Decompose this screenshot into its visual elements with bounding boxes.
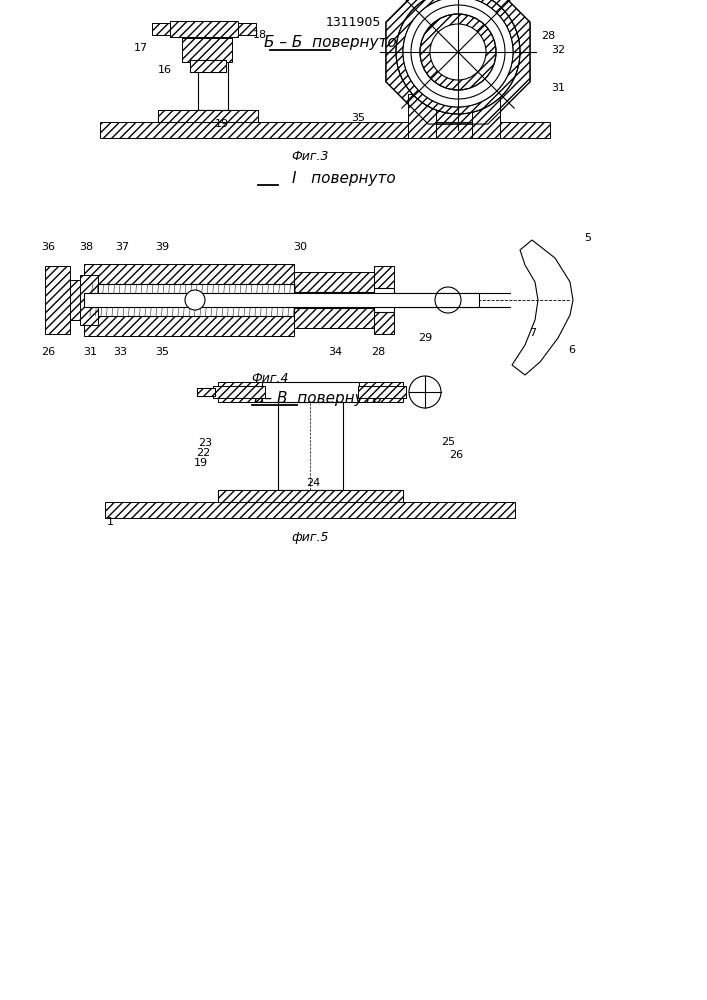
Text: 26: 26 <box>449 450 463 460</box>
Bar <box>218 490 403 502</box>
Text: В– В  повернуто: В– В повернуто <box>254 390 382 406</box>
Text: 35: 35 <box>155 347 169 357</box>
Bar <box>262 382 359 402</box>
Bar <box>70 280 84 320</box>
Text: 19: 19 <box>215 119 229 129</box>
Bar <box>190 60 226 72</box>
Text: 22: 22 <box>196 448 210 458</box>
Text: 28: 28 <box>541 31 555 41</box>
Text: 6: 6 <box>568 345 575 355</box>
Bar <box>294 292 374 308</box>
Bar <box>158 110 258 122</box>
Text: 1311905: 1311905 <box>325 15 380 28</box>
Text: 31: 31 <box>83 347 97 357</box>
Bar <box>197 388 215 396</box>
Circle shape <box>430 24 486 80</box>
Text: 23: 23 <box>198 438 212 448</box>
Circle shape <box>396 0 520 114</box>
Bar <box>198 32 228 110</box>
Bar <box>84 293 479 307</box>
Text: 35: 35 <box>351 113 365 123</box>
Bar <box>218 382 403 402</box>
Text: 7: 7 <box>530 328 537 338</box>
Bar <box>182 38 232 62</box>
Text: 5: 5 <box>585 233 592 243</box>
Text: 39: 39 <box>155 242 169 252</box>
Bar <box>197 388 215 396</box>
Text: 36: 36 <box>41 242 55 252</box>
Bar <box>152 23 170 35</box>
Text: 34: 34 <box>328 347 342 357</box>
Bar <box>374 266 394 334</box>
Bar <box>408 94 436 138</box>
Bar <box>80 275 98 325</box>
Bar <box>190 60 226 72</box>
Bar <box>213 386 265 398</box>
Bar <box>472 94 500 138</box>
Text: 19: 19 <box>194 458 208 468</box>
Bar <box>158 110 258 122</box>
Text: 33: 33 <box>113 347 127 357</box>
Text: 17: 17 <box>134 43 148 53</box>
Bar <box>100 122 550 138</box>
Text: 32: 32 <box>551 45 565 55</box>
Circle shape <box>403 0 513 107</box>
Text: 26: 26 <box>41 347 55 357</box>
Bar <box>84 284 294 316</box>
Text: Фиг.3: Фиг.3 <box>291 150 329 163</box>
Text: 31: 31 <box>551 83 565 93</box>
Bar <box>374 288 394 312</box>
Text: 37: 37 <box>115 242 129 252</box>
Text: I   повернуто: I повернуто <box>292 170 396 186</box>
Text: 28: 28 <box>371 347 385 357</box>
Text: фиг.5: фиг.5 <box>291 532 329 544</box>
Bar <box>278 402 343 490</box>
Bar <box>294 272 374 328</box>
Bar <box>105 502 515 518</box>
Text: 38: 38 <box>79 242 93 252</box>
Bar <box>45 266 70 334</box>
Bar <box>84 264 294 336</box>
Text: 29: 29 <box>418 333 432 343</box>
Bar <box>358 386 406 398</box>
Text: 18: 18 <box>253 30 267 40</box>
Text: 16: 16 <box>158 65 172 75</box>
Bar <box>218 490 403 502</box>
Text: Б – Б  повернуто: Б – Б повернуто <box>264 35 397 50</box>
Text: 25: 25 <box>441 437 455 447</box>
Circle shape <box>409 376 441 408</box>
Text: 30: 30 <box>293 242 307 252</box>
Circle shape <box>185 290 205 310</box>
Text: 1: 1 <box>107 517 114 527</box>
Bar <box>238 23 256 35</box>
Text: Фиг.4: Фиг.4 <box>251 371 288 384</box>
Text: 24: 24 <box>306 478 320 488</box>
Bar <box>170 21 238 37</box>
